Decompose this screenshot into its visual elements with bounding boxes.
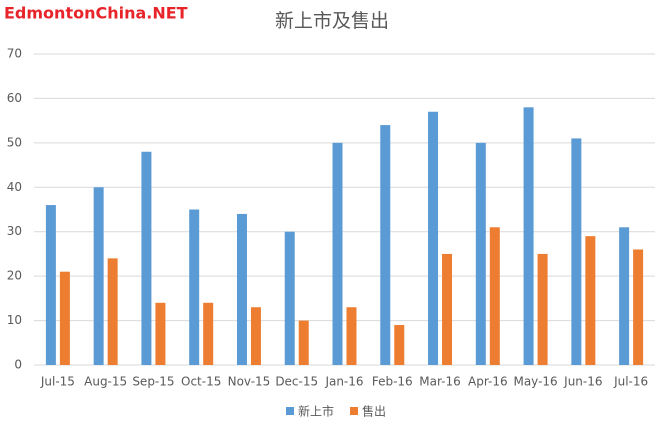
bar <box>585 236 596 365</box>
bar <box>236 213 247 365</box>
x-tick-label: Aug-15 <box>84 375 127 389</box>
bar <box>141 151 152 365</box>
x-tick-label: May-16 <box>513 375 557 389</box>
y-tick-label: 10 <box>7 313 22 327</box>
bar <box>442 253 453 365</box>
bar <box>619 227 630 365</box>
legend-label: 售出 <box>362 404 386 419</box>
x-tick-label: Mar-16 <box>419 375 460 389</box>
x-tick-label: Jan-16 <box>324 375 363 389</box>
bar <box>523 107 534 366</box>
x-tick-label: Sep-15 <box>132 375 174 389</box>
x-tick-label: Oct-15 <box>181 375 221 389</box>
bar <box>428 111 439 365</box>
bar <box>380 125 391 365</box>
legend-label: 新上市 <box>298 404 334 419</box>
bar <box>475 142 486 365</box>
legend-swatch <box>286 407 294 415</box>
bar <box>633 249 644 365</box>
bar <box>59 271 70 365</box>
y-tick-label: 30 <box>7 224 22 238</box>
legend-swatch <box>350 407 359 415</box>
bar <box>250 307 261 365</box>
bar <box>45 205 56 365</box>
x-tick-label: Jul-16 <box>613 375 648 389</box>
bar <box>284 231 295 365</box>
watermark: EdmontonChina.NET <box>4 4 188 23</box>
bar <box>189 209 200 365</box>
bar <box>298 320 309 365</box>
x-tick-label: Jun-16 <box>563 375 602 389</box>
x-tick-label: Jul-15 <box>40 375 75 389</box>
x-tick-label: Dec-15 <box>275 375 318 389</box>
bar <box>332 142 343 365</box>
bar <box>489 227 500 365</box>
y-tick-label: 40 <box>7 180 22 194</box>
y-tick-label: 20 <box>7 269 22 283</box>
y-tick-label: 60 <box>7 91 22 105</box>
bar <box>203 302 214 365</box>
y-tick-label: 70 <box>7 47 22 61</box>
bar <box>394 325 405 365</box>
bar <box>346 307 357 365</box>
bar <box>107 258 118 365</box>
chart-title: 新上市及售出 <box>275 10 389 32</box>
bar <box>537 253 548 365</box>
x-tick-label: Apr-16 <box>468 375 508 389</box>
y-tick-label: 0 <box>14 358 22 372</box>
bar <box>155 302 166 365</box>
x-tick-label: Feb-16 <box>372 375 413 389</box>
x-tick-label: Nov-15 <box>228 375 271 389</box>
bar <box>93 187 104 365</box>
y-tick-label: 50 <box>7 135 22 149</box>
bar <box>571 138 582 365</box>
